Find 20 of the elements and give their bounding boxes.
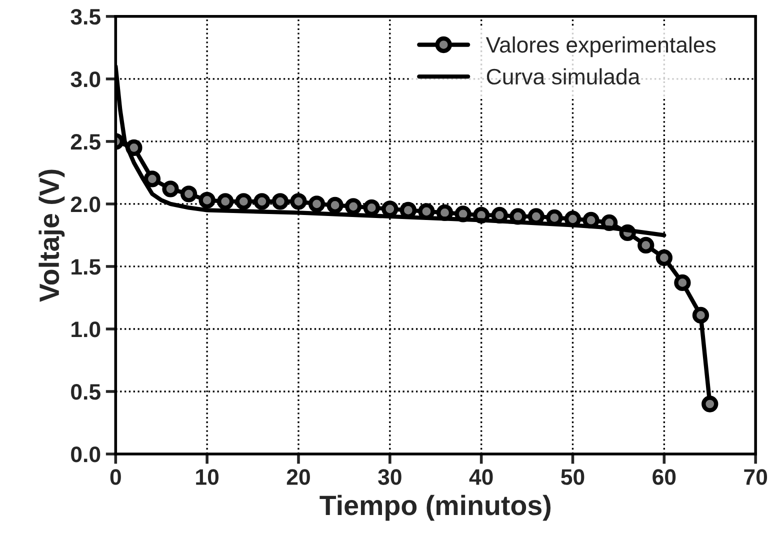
y-tick-label: 3.0 bbox=[70, 71, 100, 88]
x-tick-label: 50 bbox=[561, 469, 584, 485]
x-tick-label: 10 bbox=[196, 469, 219, 485]
y-tick-label: 3.5 bbox=[70, 8, 100, 25]
y-tick-label: 0.5 bbox=[71, 384, 100, 400]
x-tick-label: 40 bbox=[469, 469, 493, 485]
x-tick-label: 70 bbox=[744, 469, 768, 485]
legend-label: Valores experimentales bbox=[486, 36, 716, 58]
legend-label: Curva simulada bbox=[486, 68, 640, 85]
x-tick-label: 60 bbox=[652, 469, 676, 485]
y-tick-label: 2.0 bbox=[70, 196, 100, 212]
y-tick-label: 1.5 bbox=[72, 259, 100, 275]
x-tick-label: 0 bbox=[110, 469, 121, 485]
y-axis-title: Voltaje (V) bbox=[38, 170, 65, 302]
x-tick-label: 30 bbox=[378, 469, 402, 485]
y-tick-label: 2.5 bbox=[70, 134, 100, 150]
x-axis-title: Tiempo (minutos) bbox=[320, 494, 550, 521]
y-tick-label: 0.0 bbox=[71, 446, 100, 462]
x-tick-label: 20 bbox=[286, 469, 310, 485]
y-tick-label: 1.0 bbox=[72, 322, 100, 338]
